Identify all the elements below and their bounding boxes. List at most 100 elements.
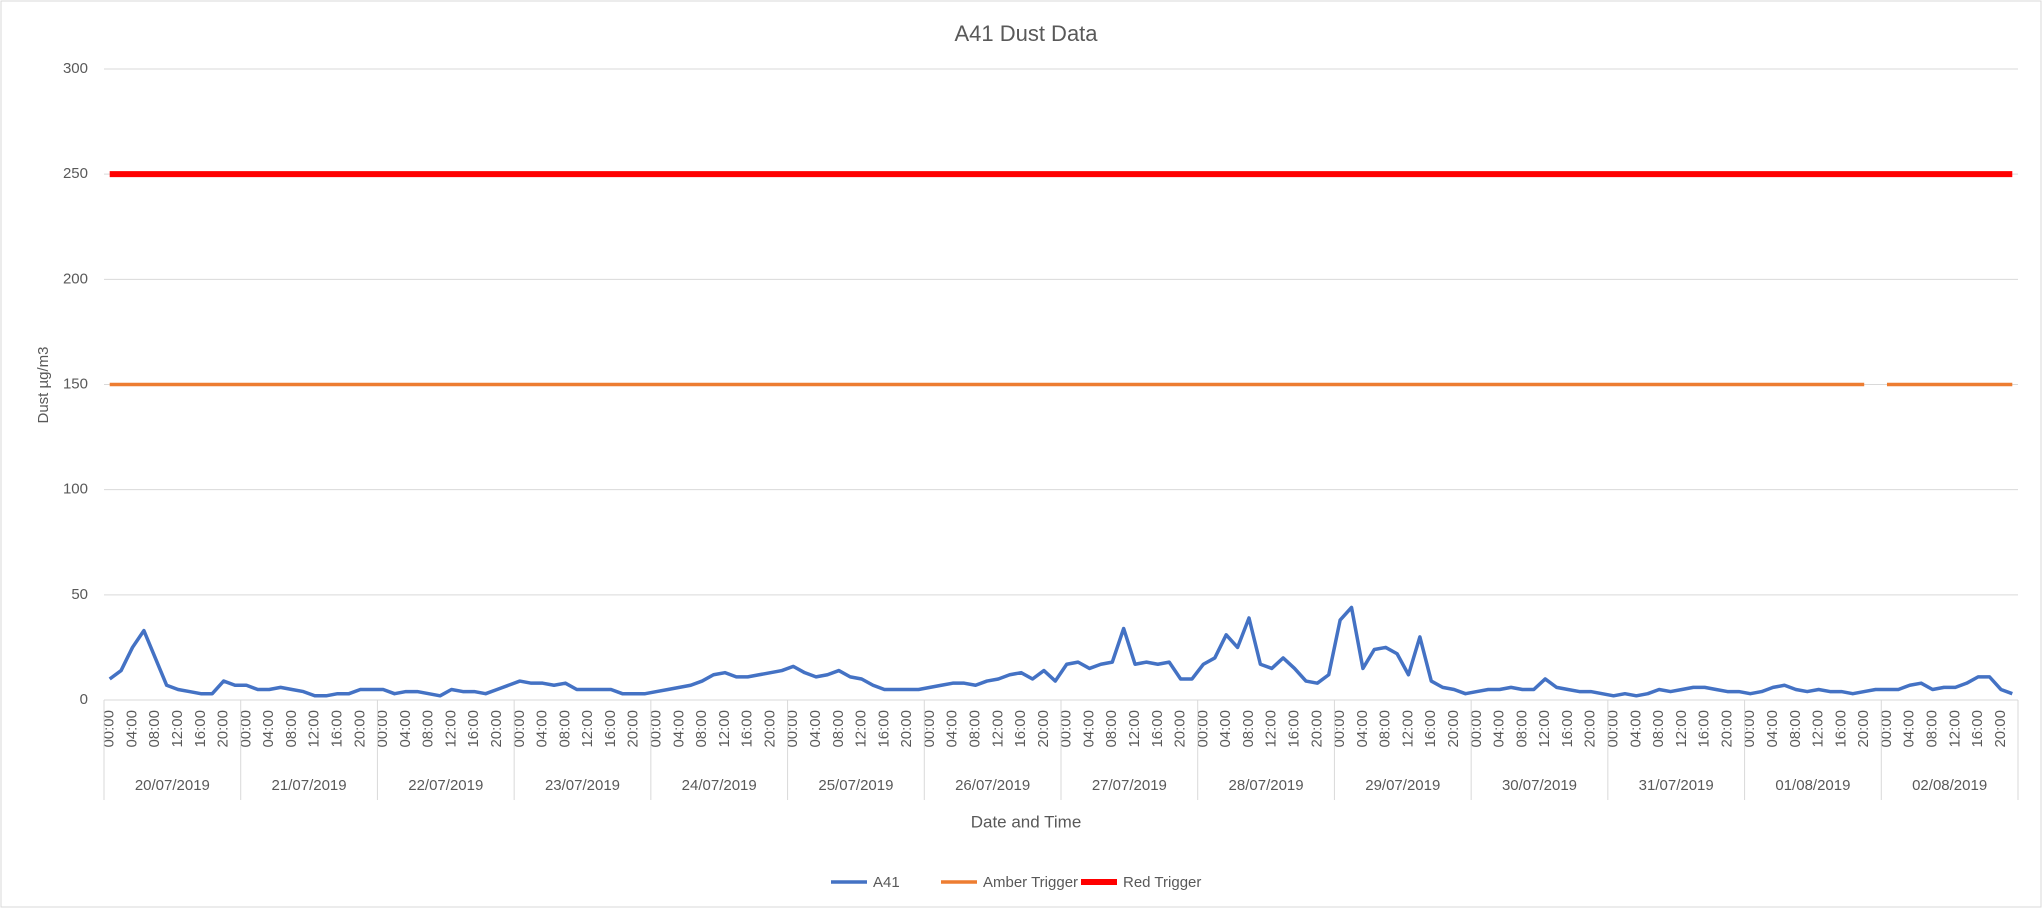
date-group-label: 27/07/2019 <box>1092 777 1167 794</box>
date-group-label: 02/08/2019 <box>1912 777 1987 794</box>
x-tick-label: 20:00 <box>1718 710 1735 748</box>
date-group-label: 24/07/2019 <box>682 777 757 794</box>
x-tick-label: 08:00 <box>1513 710 1530 748</box>
x-tick-label: 00:00 <box>1878 710 1895 748</box>
x-tick-label: 16:00 <box>875 710 892 748</box>
x-tick-label: 16:00 <box>1696 710 1713 748</box>
x-tick-label: 12:00 <box>1946 710 1963 748</box>
x-tick-label: 12:00 <box>716 710 733 748</box>
x-tick-label: 12:00 <box>1126 710 1143 748</box>
x-tick-label: 04:00 <box>1080 710 1097 748</box>
x-tick-label: 04:00 <box>1764 710 1781 748</box>
x-tick-label: 08:00 <box>1650 710 1667 748</box>
x-tick-label: 08:00 <box>1377 710 1394 748</box>
x-tick-label: 08:00 <box>1240 710 1257 748</box>
x-tick-label: 00:00 <box>374 710 391 748</box>
date-group-label: 31/07/2019 <box>1639 777 1714 794</box>
date-group-label: 22/07/2019 <box>408 777 483 794</box>
y-tick-label: 150 <box>63 375 88 392</box>
x-tick-label: 20:00 <box>1035 710 1052 748</box>
x-tick-label: 16:00 <box>602 710 619 748</box>
x-tick-label: 04:00 <box>670 710 687 748</box>
date-group-label: 20/07/2019 <box>135 777 210 794</box>
x-tick-label: 12:00 <box>853 710 870 748</box>
x-tick-label: 16:00 <box>1149 710 1166 748</box>
x-tick-label: 20:00 <box>215 710 232 748</box>
x-tick-label: 12:00 <box>1673 710 1690 748</box>
x-tick-label: 00:00 <box>921 710 938 748</box>
x-tick-label: 08:00 <box>1103 710 1120 748</box>
x-tick-label: 20:00 <box>898 710 915 748</box>
x-tick-label: 08:00 <box>967 710 984 748</box>
date-group-label: 21/07/2019 <box>272 777 347 794</box>
date-group-label: 26/07/2019 <box>955 777 1030 794</box>
x-tick-label: 04:00 <box>1627 710 1644 748</box>
x-tick-label: 20:00 <box>1582 710 1599 748</box>
date-group-label: 28/07/2019 <box>1229 777 1304 794</box>
x-tick-label: 08:00 <box>283 710 300 748</box>
x-tick-label: 20:00 <box>1992 710 2009 748</box>
x-tick-label: 16:00 <box>1012 710 1029 748</box>
date-group-label: 01/08/2019 <box>1775 777 1850 794</box>
x-tick-label: 04:00 <box>534 710 551 748</box>
x-tick-label: 00:00 <box>1058 710 1075 748</box>
x-tick-label: 12:00 <box>169 710 186 748</box>
date-group-label: 29/07/2019 <box>1365 777 1440 794</box>
x-tick-label: 16:00 <box>739 710 756 748</box>
x-tick-label: 00:00 <box>511 710 528 748</box>
x-tick-label: 20:00 <box>761 710 778 748</box>
x-tick-label: 20:00 <box>1172 710 1189 748</box>
x-tick-label: 00:00 <box>1741 710 1758 748</box>
x-tick-label: 08:00 <box>420 710 437 748</box>
series-line <box>108 605 2013 698</box>
x-tick-label: 12:00 <box>1263 710 1280 748</box>
date-group-label: 25/07/2019 <box>818 777 893 794</box>
x-tick-label: 04:00 <box>1354 710 1371 748</box>
x-tick-label: 08:00 <box>146 710 163 748</box>
x-tick-label: 00:00 <box>1468 710 1485 748</box>
x-tick-label: 04:00 <box>944 710 961 748</box>
x-tick-label: 20:00 <box>1308 710 1325 748</box>
x-tick-label: 16:00 <box>1969 710 1986 748</box>
y-axis-label: Dust µg/m3 <box>35 347 52 424</box>
x-tick-label: 04:00 <box>1901 710 1918 748</box>
x-tick-label: 04:00 <box>260 710 277 748</box>
x-tick-label: 04:00 <box>397 710 414 748</box>
x-tick-label: 20:00 <box>1855 710 1872 748</box>
x-tick-label: 12:00 <box>1536 710 1553 748</box>
x-tick-label: 04:00 <box>807 710 824 748</box>
x-tick-label: 08:00 <box>693 710 710 748</box>
x-tick-label: 00:00 <box>784 710 801 748</box>
y-tick-label: 200 <box>63 270 88 287</box>
x-tick-label: 20:00 <box>488 710 505 748</box>
y-tick-label: 250 <box>63 165 88 182</box>
x-tick-label: 04:00 <box>1491 710 1508 748</box>
date-group-label: 30/07/2019 <box>1502 777 1577 794</box>
x-tick-label: 00:00 <box>237 710 254 748</box>
x-tick-label: 12:00 <box>1399 710 1416 748</box>
x-tick-label: 16:00 <box>192 710 209 748</box>
y-tick-label: 50 <box>71 586 88 603</box>
x-tick-label: 08:00 <box>1924 710 1941 748</box>
y-tick-label: 100 <box>63 481 88 498</box>
x-tick-label: 00:00 <box>1605 710 1622 748</box>
x-tick-label: 16:00 <box>1286 710 1303 748</box>
date-group-label: 23/07/2019 <box>545 777 620 794</box>
chart-title: A41 Dust Data <box>954 21 1098 46</box>
legend-label: Amber Trigger <box>983 874 1078 891</box>
x-tick-label: 16:00 <box>465 710 482 748</box>
x-tick-label: 20:00 <box>625 710 642 748</box>
x-tick-label: 08:00 <box>1787 710 1804 748</box>
y-tick-label: 300 <box>63 60 88 77</box>
x-tick-label: 16:00 <box>1422 710 1439 748</box>
x-tick-label: 04:00 <box>1217 710 1234 748</box>
x-tick-label: 00:00 <box>101 710 118 748</box>
x-tick-label: 12:00 <box>442 710 459 748</box>
x-tick-label: 12:00 <box>306 710 323 748</box>
x-tick-label: 00:00 <box>1194 710 1211 748</box>
legend-label: A41 <box>873 874 900 891</box>
x-tick-label: 12:00 <box>579 710 596 748</box>
x-tick-label: 16:00 <box>329 710 346 748</box>
